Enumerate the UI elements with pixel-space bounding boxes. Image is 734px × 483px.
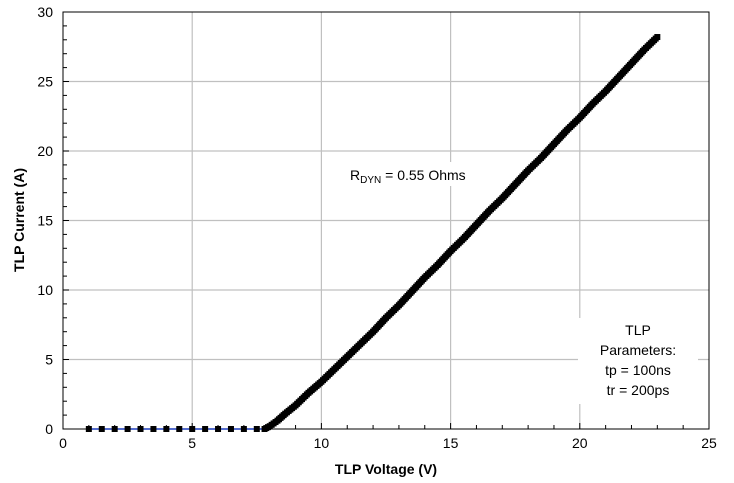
data-point [85, 426, 92, 432]
data-point [227, 426, 234, 432]
y-tick-label: 25 [37, 74, 53, 90]
y-axis-title: TLP Current (A) [11, 168, 27, 272]
param-line-2: tp = 100ns [605, 362, 671, 378]
rdyn-prefix: R [350, 167, 360, 183]
x-tick-label: 5 [188, 435, 196, 451]
y-tick-label: 10 [37, 282, 53, 298]
x-tick-labels: 0 5 10 15 20 25 [59, 435, 717, 451]
data-point [189, 426, 196, 432]
rdyn-label-bg [345, 162, 495, 186]
data-point [240, 426, 247, 432]
data-point [215, 426, 222, 432]
x-tick-label: 20 [572, 435, 588, 451]
y-tick-label: 15 [37, 213, 53, 229]
params-bg [578, 318, 698, 404]
param-line-1: Parameters: [600, 342, 676, 358]
x-tick-label: 15 [443, 435, 459, 451]
gridlines [63, 12, 709, 429]
x-tick-label: 10 [314, 435, 330, 451]
data-point [150, 426, 157, 432]
x-axis-title: TLP Voltage (V) [335, 461, 437, 477]
rdyn-annotation: RDYN = 0.55 Ohms [350, 167, 466, 186]
tlp-parameters-annotation: TLP Parameters: tp = 100ns tr = 200ps [600, 322, 676, 398]
x-tick-label: 25 [701, 435, 717, 451]
x-tick-label: 0 [59, 435, 67, 451]
data-points [85, 34, 661, 432]
data-point [111, 426, 118, 432]
rdyn-value: = 0.55 Ohms [381, 167, 465, 183]
data-point [176, 426, 183, 432]
param-line-0: TLP [625, 322, 651, 338]
y-tick-label: 30 [37, 4, 53, 20]
data-point [137, 426, 144, 432]
y-tick-label: 5 [45, 352, 53, 368]
data-point [654, 34, 661, 41]
y-tick-labels: 0 5 10 15 20 25 30 [37, 4, 53, 437]
y-tick-label: 20 [37, 143, 53, 159]
param-line-3: tr = 200ps [607, 382, 670, 398]
rdyn-subscript: DYN [360, 175, 381, 186]
data-point [253, 426, 260, 432]
data-point [202, 426, 209, 432]
y-tick-label: 0 [45, 421, 53, 437]
data-point [163, 426, 170, 432]
data-point [98, 426, 105, 432]
data-point [124, 426, 131, 432]
